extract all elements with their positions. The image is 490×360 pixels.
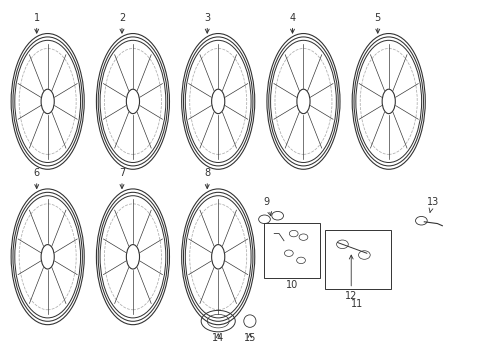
Text: 14: 14	[212, 333, 224, 342]
Bar	[325, 230, 391, 289]
Text: 12: 12	[345, 255, 357, 301]
Text: 4: 4	[290, 13, 295, 33]
Text: 1: 1	[34, 13, 40, 33]
Text: 8: 8	[204, 168, 210, 188]
Text: 2: 2	[119, 13, 125, 33]
Text: 11: 11	[351, 298, 363, 309]
Bar	[264, 223, 319, 278]
Text: 6: 6	[34, 168, 40, 188]
Text: 10: 10	[286, 280, 298, 291]
Text: 9: 9	[264, 197, 271, 216]
Text: 13: 13	[426, 197, 439, 212]
Text: 7: 7	[119, 168, 125, 188]
Text: 5: 5	[375, 13, 381, 33]
Text: 15: 15	[244, 333, 256, 342]
Text: 3: 3	[204, 13, 210, 33]
